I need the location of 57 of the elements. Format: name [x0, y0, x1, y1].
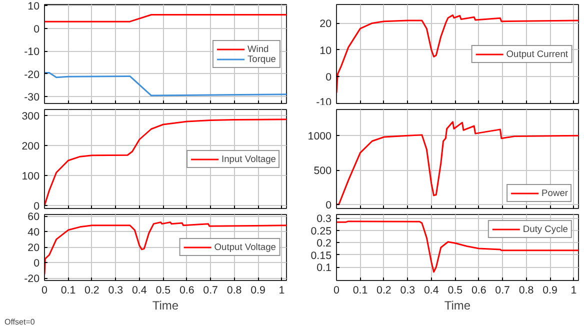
legend-label: Power: [542, 188, 568, 198]
x-tick-label: 0.2: [376, 284, 392, 296]
y-tick-label: -20: [24, 273, 40, 286]
x-axis-title: Time: [152, 298, 179, 312]
y-tick-label: 60: [28, 211, 40, 224]
y-tick-label: 0.15: [310, 250, 332, 262]
y-tick-label: 0.3: [316, 213, 332, 226]
legend-label: Torque: [247, 54, 276, 64]
x-tick-label: 0.4: [132, 284, 147, 296]
x-tick-label: 0.3: [108, 284, 124, 296]
y-tick-label: 10: [320, 44, 332, 57]
y-tick-label: 0: [326, 199, 332, 212]
y-tick-label: 500: [314, 165, 332, 177]
x-tick-label: 0.6: [471, 284, 486, 296]
x-tick-label: 0.6: [179, 284, 194, 296]
x-tick-label: 0.9: [542, 284, 558, 296]
y-tick-label: 100: [22, 170, 40, 182]
x-tick-label: 0.8: [518, 284, 534, 296]
y-tick-label: -30: [24, 92, 40, 104]
x-tick-label: 0: [334, 284, 340, 296]
y-tick-label: 0.1: [316, 262, 332, 274]
y-tick-label: 0: [34, 258, 40, 270]
y-tick-label: 0: [326, 72, 332, 84]
x-tick-label: 0: [42, 284, 48, 296]
legend-label: Output Voltage: [214, 242, 276, 252]
legend-label: Input Voltage: [222, 154, 276, 164]
x-tick-label: 1: [570, 284, 577, 296]
x-tick-label: 0.7: [495, 284, 510, 296]
y-tick-label: 1000: [308, 130, 332, 143]
y-tick-label: 0: [34, 200, 40, 212]
y-tick-label: -10: [24, 46, 40, 58]
x-tick-label: 0.5: [448, 284, 463, 296]
y-tick-label: -20: [24, 68, 40, 81]
y-tick-label: 40: [28, 226, 40, 239]
x-tick-label: 0.3: [400, 284, 416, 296]
x-tick-label: 0.2: [84, 284, 100, 296]
x-tick-label: 0.5: [156, 284, 171, 296]
legend-label: Output Current: [506, 48, 568, 58]
y-tick-label: 0: [34, 23, 40, 36]
x-tick-label: 0.1: [60, 284, 76, 296]
text: Offset=0: [4, 318, 36, 326]
y-tick-label: 20: [320, 18, 332, 30]
x-tick-label: 0.9: [250, 284, 266, 296]
legend-label: Wind: [247, 44, 269, 54]
y-tick-label: 10: [28, 0, 40, 13]
x-axis-title: Time: [444, 298, 471, 312]
x-tick-label: 1: [278, 284, 285, 296]
y-tick-label: 0.2: [316, 238, 332, 250]
x-tick-label: 0.8: [226, 284, 242, 296]
y-tick-label: 0.25: [310, 225, 332, 238]
legend-label: Duty Cycle: [522, 224, 568, 234]
x-tick-label: 0.4: [424, 284, 439, 296]
y-tick-label: 20: [28, 242, 40, 254]
y-tick-label: 300: [22, 110, 40, 122]
y-tick-label: 200: [22, 140, 40, 152]
x-tick-label: 0.1: [352, 284, 368, 296]
x-tick-label: 0.7: [203, 284, 218, 296]
